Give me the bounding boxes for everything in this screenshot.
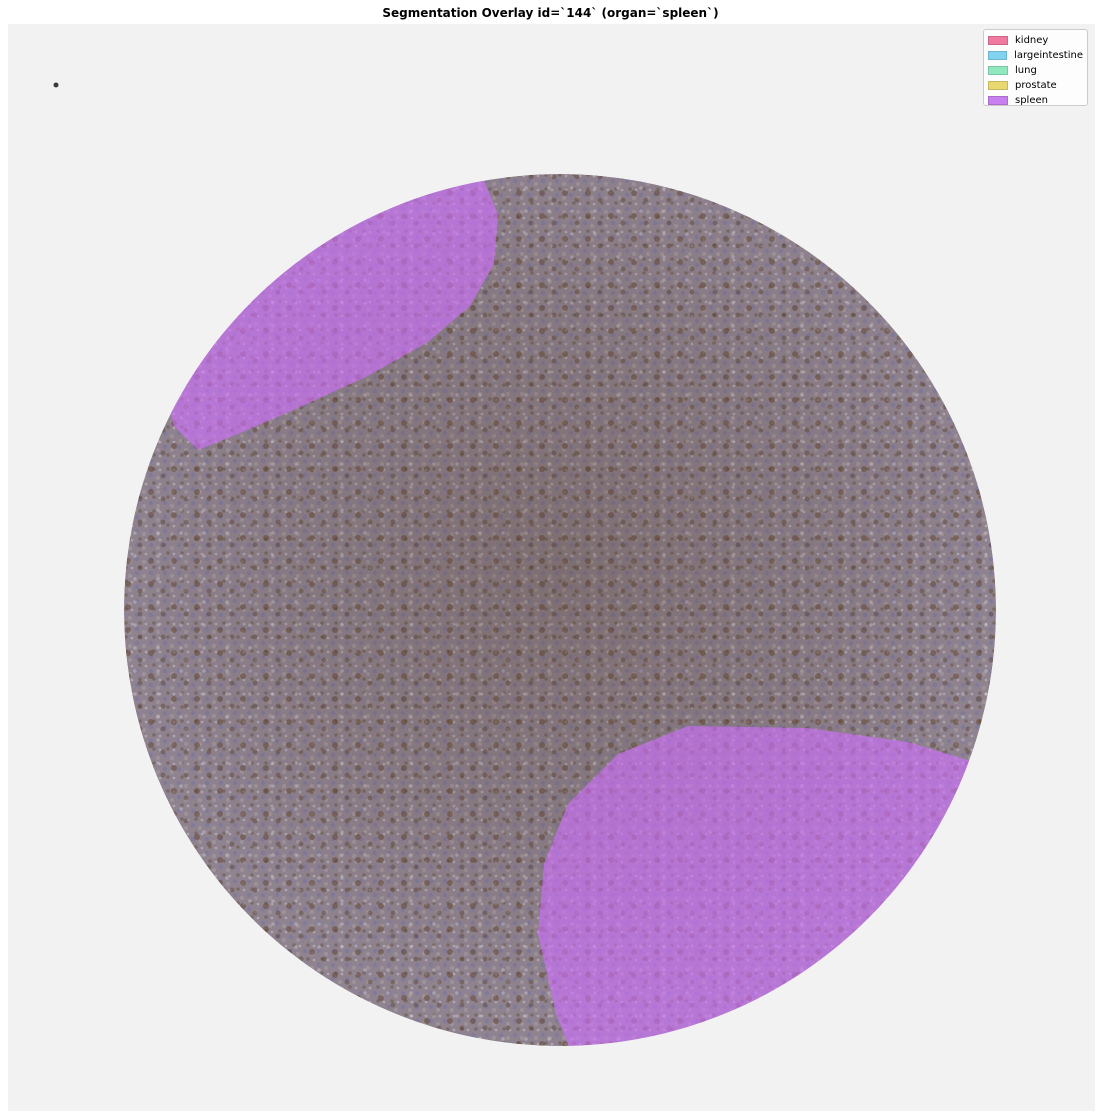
figure-title: Segmentation Overlay id=`144` (organ=`sp… xyxy=(382,6,719,20)
legend-label: largeintestine xyxy=(1014,50,1083,61)
legend-label: lung xyxy=(1015,65,1037,76)
spleen-overlay-region xyxy=(166,174,498,450)
legend-label: spleen xyxy=(1015,95,1048,106)
legend-label: prostate xyxy=(1015,80,1057,91)
legend-swatch xyxy=(988,36,1008,45)
legend: kidney largeintestine lung prostate sple… xyxy=(983,29,1088,106)
legend-swatch xyxy=(988,66,1008,75)
legend-item-kidney: kidney xyxy=(988,33,1083,48)
tissue-overlay-svg xyxy=(8,24,1095,1111)
tissue-core xyxy=(124,174,996,1046)
spleen-overlay-region xyxy=(538,726,974,1046)
legend-item-lung: lung xyxy=(988,63,1083,78)
legend-swatch xyxy=(988,96,1008,105)
legend-item-prostate: prostate xyxy=(988,78,1083,93)
legend-swatch xyxy=(988,51,1008,60)
legend-label: kidney xyxy=(1015,35,1049,46)
legend-swatch xyxy=(988,81,1008,90)
legend-item-spleen: spleen xyxy=(988,93,1083,108)
legend-item-largeintestine: largeintestine xyxy=(988,48,1083,63)
debris-speck xyxy=(53,82,59,88)
segmentation-image xyxy=(8,24,1095,1111)
